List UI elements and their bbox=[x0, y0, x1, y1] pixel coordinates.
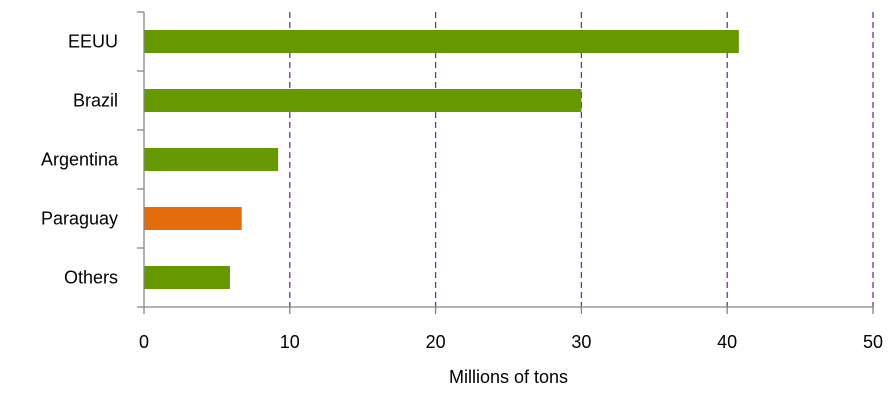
category-label: Others bbox=[64, 268, 118, 288]
category-label: Paraguay bbox=[41, 209, 118, 229]
bar-others bbox=[144, 266, 231, 289]
category-label: EEUU bbox=[68, 32, 118, 52]
x-tick-label: 0 bbox=[139, 332, 149, 352]
bars bbox=[144, 30, 739, 289]
bar-argentina bbox=[144, 148, 279, 171]
x-axis-title: Millions of tons bbox=[449, 367, 568, 387]
bar-brazil bbox=[144, 89, 582, 112]
axes bbox=[137, 11, 874, 314]
x-tick-label: 30 bbox=[571, 332, 591, 352]
x-tick-label: 50 bbox=[863, 332, 883, 352]
x-tick-label: 40 bbox=[717, 332, 737, 352]
bar-paraguay bbox=[144, 207, 242, 230]
category-label: Argentina bbox=[41, 150, 119, 170]
labels: EEUU Brazil Argentina Paraguay Others 0 10 20 30… bbox=[41, 32, 883, 353]
category-label: Brazil bbox=[73, 91, 118, 111]
x-tick-label: 20 bbox=[426, 332, 446, 352]
gridlines bbox=[289, 12, 874, 307]
x-tick-label: 10 bbox=[280, 332, 300, 352]
bar-eeuu bbox=[144, 30, 739, 53]
